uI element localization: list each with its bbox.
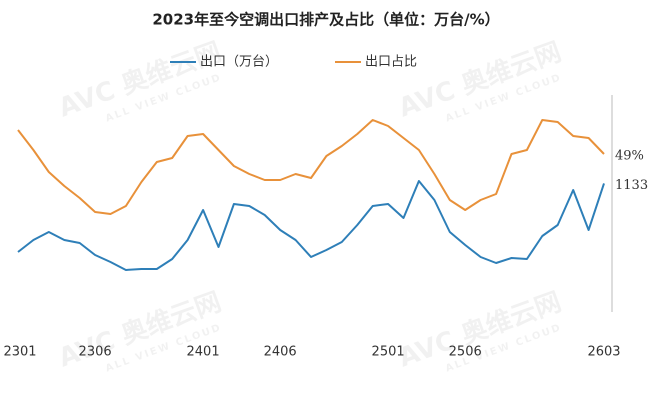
chart-title: 2023年至今空调出口排产及占比（单位：万台/%） bbox=[152, 11, 499, 29]
x-tick-label: 2301 bbox=[3, 345, 36, 360]
legend-label: 出口占比 bbox=[365, 55, 417, 70]
series-line bbox=[17, 180, 605, 271]
series-line bbox=[17, 119, 605, 215]
x-tick-label: 2603 bbox=[587, 345, 620, 360]
end-label: 1133 bbox=[615, 178, 648, 193]
legend-label: 出口（万台） bbox=[200, 55, 278, 70]
x-tick-label: 2406 bbox=[264, 345, 297, 360]
end-label: 49% bbox=[615, 149, 644, 164]
x-tick-label: 2306 bbox=[79, 345, 112, 360]
x-tick-label: 2501 bbox=[372, 345, 405, 360]
x-tick-label: 2401 bbox=[187, 345, 220, 360]
x-tick-label: 2506 bbox=[449, 345, 482, 360]
